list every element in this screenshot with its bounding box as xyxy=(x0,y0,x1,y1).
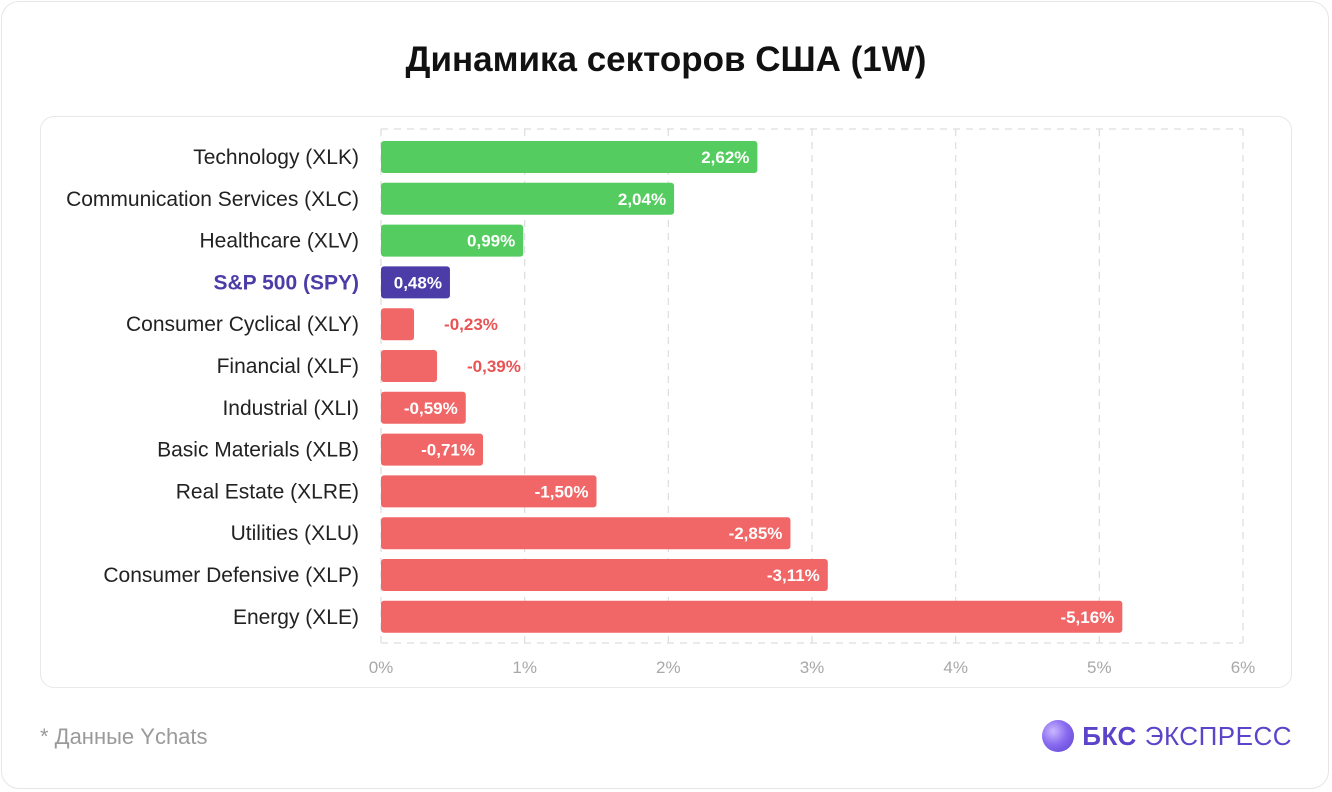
category-label: Basic Materials (XLB) xyxy=(157,439,359,462)
chart-title: Динамика секторов США (1W) xyxy=(405,40,927,79)
x-tick-label: 5% xyxy=(1087,658,1112,677)
data-label: -0,23% xyxy=(444,315,498,334)
data-label: 2,62% xyxy=(701,148,749,167)
bar xyxy=(381,141,758,173)
bar xyxy=(381,308,415,341)
data-label: 2,04% xyxy=(618,190,666,209)
x-tick-label: 1% xyxy=(512,658,537,677)
bar xyxy=(381,517,791,550)
data-label: -3,11% xyxy=(767,566,820,585)
x-tick-label: 6% xyxy=(1231,658,1256,677)
category-label: Industrial (XLI) xyxy=(222,397,359,420)
x-tick-label: 4% xyxy=(943,658,968,677)
data-label: -1,50% xyxy=(535,482,589,501)
bar xyxy=(381,182,675,215)
data-label: -5,16% xyxy=(1060,608,1114,627)
brand-name: БКС ЭКСПРЕСС xyxy=(1082,721,1292,752)
data-label: 0,99% xyxy=(467,232,515,251)
bar xyxy=(381,433,484,466)
data-label: -0,71% xyxy=(421,441,475,460)
category-label: Consumer Defensive (XLP) xyxy=(103,564,359,587)
data-label: -0,39% xyxy=(467,357,521,376)
category-label: S&P 500 (SPY) xyxy=(213,271,359,294)
brand-logo: БКС ЭКСПРЕСС xyxy=(1042,716,1292,756)
category-label: Communication Services (XLC) xyxy=(66,188,359,211)
bar xyxy=(381,559,828,591)
category-label: Financial (XLF) xyxy=(217,355,359,378)
x-tick-label: 0% xyxy=(369,658,394,677)
brand-name-bold: БКС xyxy=(1082,720,1137,751)
source-footnote: * Данные Ychats xyxy=(40,724,208,749)
bks-orb-icon xyxy=(1042,720,1075,752)
chart-panel: 0% 1% 2% 3% 4% 5% 6% Technology (XLK) 2,62% Commu… xyxy=(40,116,1292,688)
x-tick-label: 2% xyxy=(656,658,681,677)
bar xyxy=(381,350,438,382)
data-label: -2,85% xyxy=(729,524,783,543)
bar xyxy=(381,475,597,508)
brand-name-light: ЭКСПРЕСС xyxy=(1144,720,1292,751)
bar xyxy=(381,224,524,257)
data-label: 0,48% xyxy=(394,273,442,292)
category-label: Real Estate (XLRE) xyxy=(176,480,359,503)
category-label: Technology (XLK) xyxy=(193,146,359,169)
data-label: -0,59% xyxy=(404,399,458,418)
bar-chart: 0% 1% 2% 3% 4% 5% 6% Technology (XLK) 2,62% Commu… xyxy=(66,128,1256,677)
category-label: Consumer Cyclical (XLY) xyxy=(126,313,359,336)
bar xyxy=(381,600,1123,633)
bar xyxy=(381,266,450,299)
category-label: Healthcare (XLV) xyxy=(199,230,359,253)
category-label: Energy (XLE) xyxy=(233,606,359,629)
bar xyxy=(381,391,466,424)
x-tick-label: 3% xyxy=(800,658,825,677)
category-label: Utilities (XLU) xyxy=(231,522,359,545)
